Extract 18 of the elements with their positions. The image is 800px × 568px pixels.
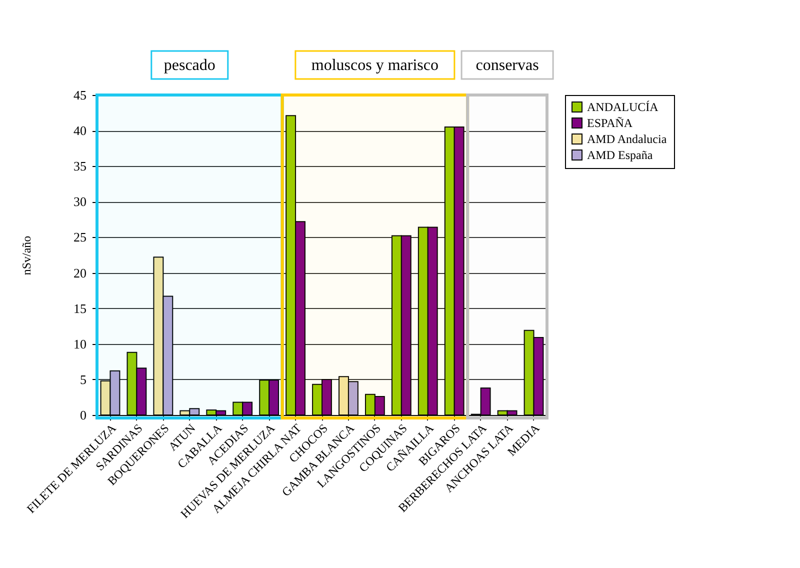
y-tick-label: 15 [74,300,86,316]
legend-label: AMD Andalucia [587,132,668,146]
y-axis-title: nSv/año [20,236,34,276]
y-tick-label: 5 [80,372,86,387]
y-tick-label: 35 [74,158,86,174]
band-label: moluscos y marisco [311,57,438,74]
y-tick-label: 40 [74,123,86,138]
y-tick-label: 0 [80,408,86,422]
y-tick-label: 30 [74,194,86,210]
legend-label: AMD España [587,148,654,162]
legend-label: ESPAÑA [587,116,633,130]
band-label: conservas [476,57,539,74]
y-tick-label: 20 [74,265,86,280]
y-tick-label: 25 [74,230,86,245]
y-tick-label: 45 [74,88,86,102]
legend-label: ANDALUCÍA [587,100,659,114]
y-tick-label: 10 [74,336,86,352]
band-label: pescado [164,57,216,74]
